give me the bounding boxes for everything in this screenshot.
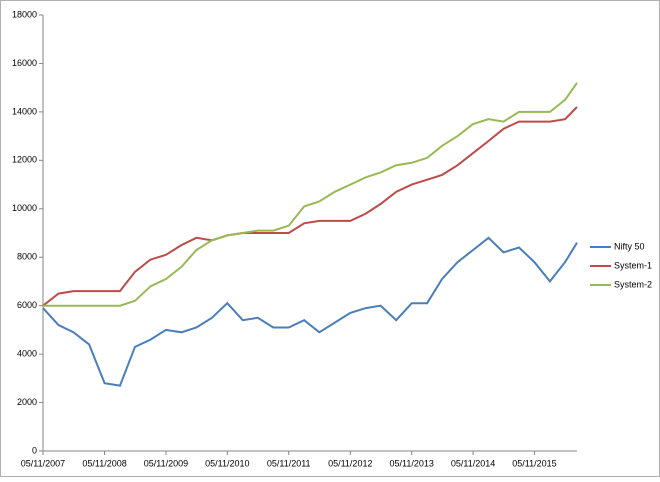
x-tick-label: 05/11/2013	[389, 458, 433, 468]
x-tick-label: 05/11/2009	[144, 458, 188, 468]
x-tick-label: 05/11/2015	[512, 458, 556, 468]
legend-label: Nifty 50	[614, 241, 645, 251]
x-tick-label: 05/11/2010	[205, 458, 249, 468]
x-tick-label: 05/11/2008	[82, 458, 126, 468]
x-tick-label: 05/11/2012	[328, 458, 372, 468]
x-tick-label: 05/11/2014	[451, 458, 495, 468]
y-tick-label: 8000	[17, 252, 37, 262]
y-tick-label: 2000	[17, 397, 37, 407]
series-line	[43, 82, 578, 307]
y-tick-label: 14000	[12, 106, 37, 116]
series-line	[42, 236, 578, 387]
x-tick-label: 05/11/2011	[267, 458, 311, 468]
legend-label: System-1	[614, 260, 652, 270]
y-tick-label: 18000	[12, 9, 37, 19]
series-line	[42, 106, 578, 307]
y-tick-label: 4000	[17, 348, 37, 358]
y-tick-label: 12000	[12, 155, 37, 165]
y-tick-label: 16000	[12, 58, 37, 68]
x-tick-label: 05/11/2007	[21, 458, 65, 468]
y-tick-label: 0	[32, 445, 37, 455]
y-tick-label: 6000	[17, 300, 37, 310]
y-tick-label: 10000	[12, 203, 37, 213]
legend-label: System-2	[614, 279, 652, 289]
